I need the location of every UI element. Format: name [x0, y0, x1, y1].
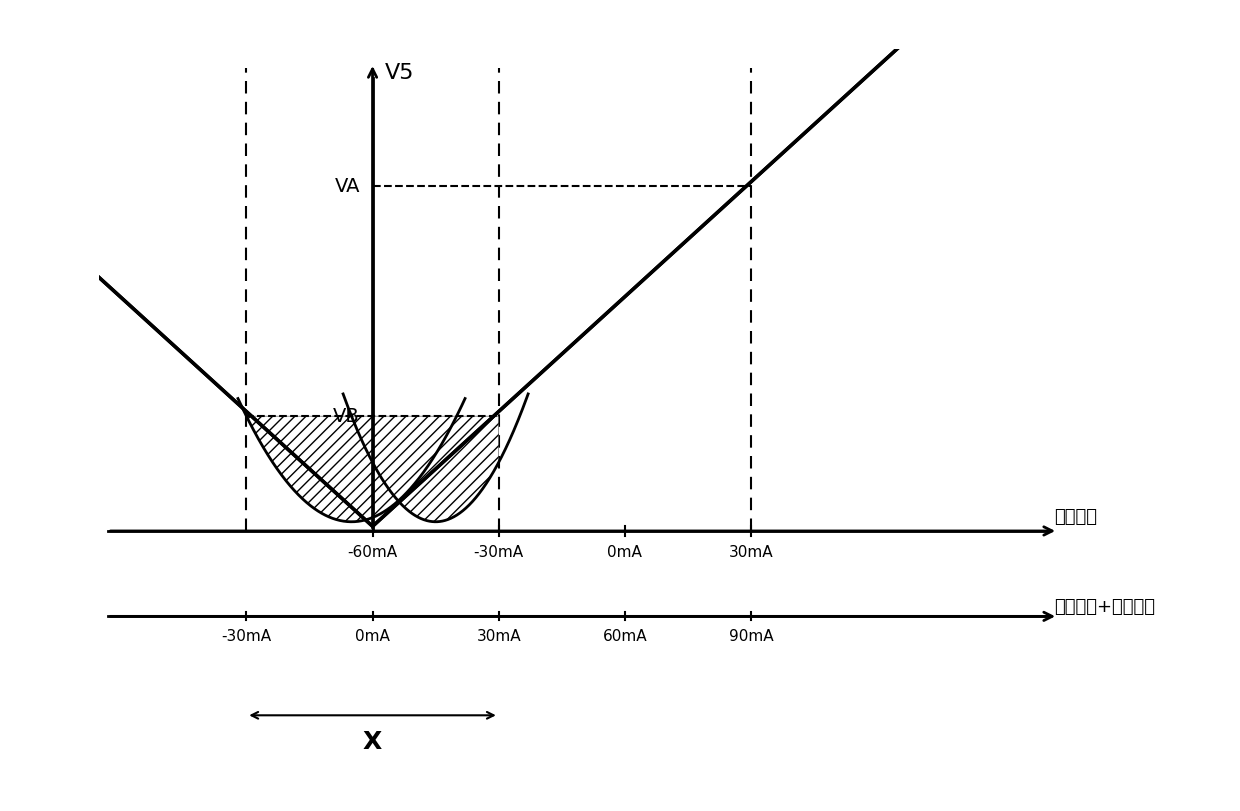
Text: 90mA: 90mA	[729, 629, 774, 643]
Text: 0mA: 0mA	[608, 545, 642, 560]
Text: X: X	[363, 730, 382, 754]
Text: -60mA: -60mA	[347, 545, 398, 560]
Text: 接地电流+偏移电流: 接地电流+偏移电流	[1054, 598, 1154, 616]
Text: 0mA: 0mA	[355, 629, 389, 643]
Text: 30mA: 30mA	[729, 545, 774, 560]
Text: 30mA: 30mA	[476, 629, 521, 643]
Text: -30mA: -30mA	[221, 629, 272, 643]
Text: VA: VA	[335, 177, 360, 196]
Text: VB: VB	[334, 406, 360, 426]
Text: -30mA: -30mA	[474, 545, 523, 560]
Text: 60mA: 60mA	[603, 629, 647, 643]
Text: 接地电流: 接地电流	[1054, 508, 1097, 526]
Text: V5: V5	[386, 62, 414, 83]
